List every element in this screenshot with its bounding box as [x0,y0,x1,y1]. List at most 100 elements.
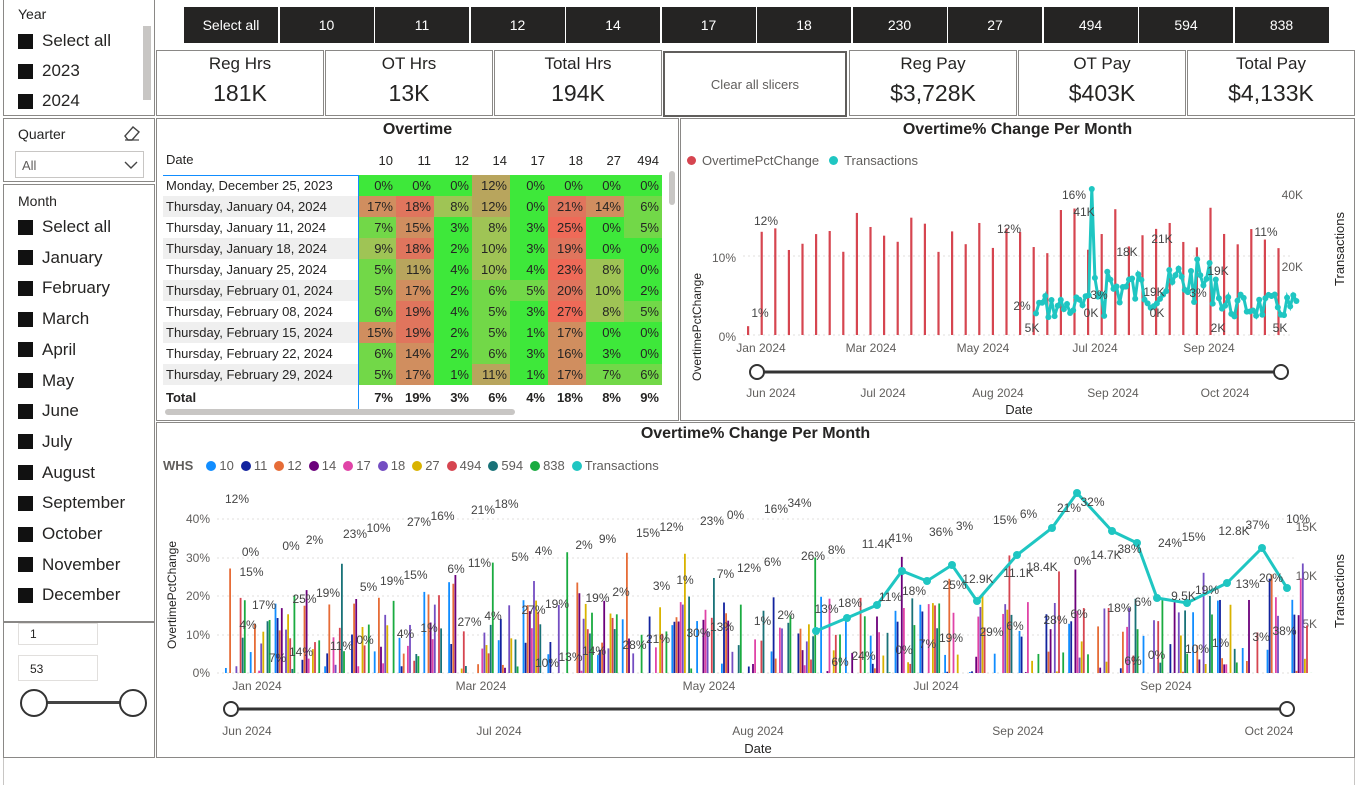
bar-whs-494[interactable] [314,642,316,673]
transactions-point[interactable] [1212,276,1219,283]
bar-whs-838[interactable] [1161,600,1164,673]
bar-whs-27[interactable] [1056,671,1058,673]
bar-whs-494[interactable] [1306,625,1308,673]
bar-whs-594[interactable] [936,628,938,673]
bar-whs-14[interactable] [702,619,705,673]
transactions-point[interactable] [1101,312,1108,319]
bar-whs-14[interactable] [628,638,630,673]
bar-whs-14[interactable] [528,611,531,673]
bar-whs-17[interactable] [481,648,484,673]
bar-whs-594[interactable] [762,610,765,673]
bar-whs-14[interactable] [380,646,382,673]
transactions-point[interactable] [1153,594,1161,602]
bar-whs-494[interactable] [934,605,936,673]
bar-whs-27[interactable] [535,600,537,673]
week-slider-max-handle[interactable] [119,689,147,717]
bar-whs-494[interactable] [289,638,292,673]
bar-whs-12[interactable] [452,583,455,673]
date-slider-end-handle[interactable] [1273,364,1289,380]
transactions-point[interactable] [1129,275,1136,282]
bar-whs-17[interactable] [679,602,682,673]
bar-whs-12[interactable] [675,617,678,673]
bar-whs-10[interactable] [820,596,822,673]
bar-whs-18[interactable] [433,604,436,673]
matrix-row[interactable]: Thursday, February 08, 2024 6% 19% 4% 5% 3% 27… [163,301,662,322]
bar-whs-12[interactable] [725,613,727,673]
bar-whs-838[interactable] [343,651,345,673]
bar-whs-12[interactable] [576,582,579,673]
bar-whs-494[interactable] [462,631,465,673]
bar-overtime-pct[interactable] [1059,210,1062,335]
bar-whs-11[interactable] [499,618,502,673]
bar-whs-594[interactable] [241,637,244,673]
bar-whs-18[interactable] [1053,602,1056,673]
transactions-point[interactable] [898,567,906,575]
bar-whs-838[interactable] [293,595,296,673]
bar-whs-17[interactable] [655,647,657,673]
transactions-point[interactable] [1088,186,1095,192]
bar-whs-18[interactable] [235,666,238,673]
bar-whs-838[interactable] [863,616,866,673]
transactions-point[interactable] [1200,282,1207,289]
bar-whs-17[interactable] [754,639,756,673]
bar-whs-27[interactable] [932,603,934,673]
bar-whs-11[interactable] [723,602,725,673]
bar-whs-17[interactable] [927,604,930,673]
bar-whs-594[interactable] [688,596,690,673]
bar-whs-594[interactable] [539,624,542,673]
bar-whs-838[interactable] [913,625,916,673]
transactions-point[interactable] [1283,584,1291,592]
bar-whs-838[interactable] [566,552,569,673]
bar-whs-14[interactable] [1049,629,1052,673]
bar-whs-594[interactable] [341,563,343,673]
bar-whs-10[interactable] [894,610,897,673]
transactions-point[interactable] [1197,272,1204,279]
transactions-point[interactable] [1138,276,1145,283]
bar-whs-18[interactable] [1177,612,1180,673]
transactions-point[interactable] [1253,312,1260,319]
transactions-point[interactable] [1060,306,1067,313]
bar-whs-18[interactable] [1103,608,1106,673]
bar-whs-27[interactable] [584,603,587,673]
bar-whs-594[interactable] [465,666,467,673]
bar-whs-17[interactable] [1002,613,1004,673]
bar-whs-594[interactable] [1010,614,1013,673]
whs-button-1[interactable]: 10 [279,7,374,43]
bar-whs-494[interactable] [710,617,713,673]
bar-whs-27[interactable] [907,662,909,673]
transactions-point[interactable] [1048,524,1056,532]
bar-whs-10[interactable] [1291,599,1294,673]
bar-whs-838[interactable] [367,624,370,673]
bar-whs-17[interactable] [1076,610,1079,673]
bar-whs-17[interactable] [704,609,707,673]
transactions-point[interactable] [1051,313,1058,320]
transactions-point[interactable] [873,601,881,609]
bar-whs-27[interactable] [981,595,984,673]
bar-overtime-pct[interactable] [1005,228,1008,335]
bar-whs-12[interactable] [626,552,628,673]
bar-whs-14[interactable] [900,556,903,673]
transactions-point[interactable] [1231,313,1238,320]
bar-whs-838[interactable] [243,600,246,673]
bar-whs-11[interactable] [301,659,304,673]
bar-whs-11[interactable] [946,671,949,673]
month-item-12[interactable]: December [18,585,120,605]
bar-overtime-pct[interactable] [1073,208,1076,335]
bar-whs-494[interactable] [611,617,614,673]
bar-overtime-pct[interactable] [747,326,750,335]
bar-whs-17[interactable] [307,658,310,673]
bar-overtime-pct[interactable] [815,234,818,335]
bar-whs-14[interactable] [454,575,457,673]
bar-whs-18[interactable] [384,614,387,673]
bar-whs-14[interactable] [429,622,432,673]
bar-whs-11[interactable] [1070,621,1073,673]
bar-whs-594[interactable] [440,628,442,673]
bar-whs-838[interactable] [1037,653,1040,673]
bar-overtime-pct[interactable] [1263,239,1266,335]
whs-button-4[interactable]: 14 [566,7,660,43]
bar-whs-27[interactable] [609,613,612,673]
matrix-row[interactable]: Thursday, January 18, 2024 9% 18% 2% 10% 3% 19… [163,238,662,259]
bar-whs-18[interactable] [1153,620,1155,673]
transactions-point[interactable] [1104,268,1111,275]
transactions-point[interactable] [1054,302,1061,309]
